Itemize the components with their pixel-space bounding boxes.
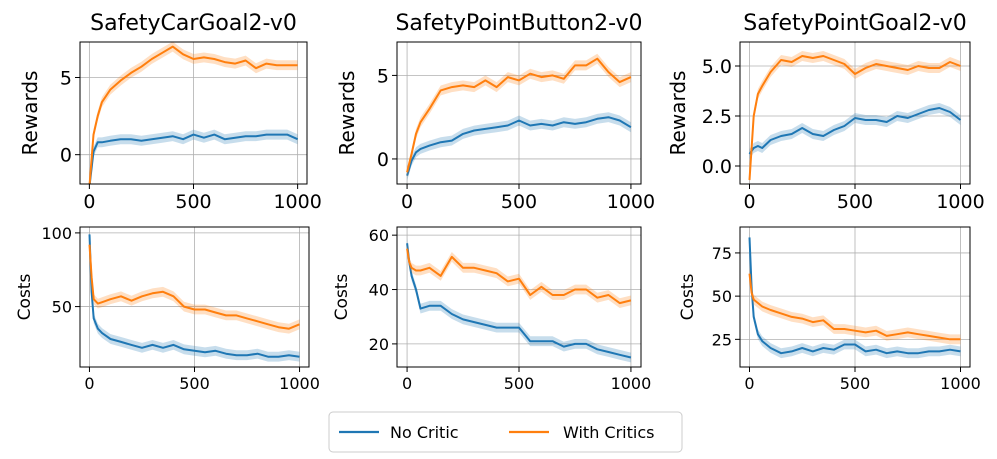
panel-car-rewards: 0 500 1000 0 5 SafetyCarGoal2-v0 Rewards <box>18 11 322 213</box>
y-axis-label: Rewards <box>335 71 359 156</box>
panel-goal-rewards: 0 500 1000 0.0 2.5 5.0 SafetyPointGoal2-v0 Rewa… <box>666 11 985 213</box>
x-tick-label: 1000 <box>936 191 984 213</box>
x-tick-label: 500 <box>179 374 210 393</box>
series-line-with-critics <box>88 45 298 184</box>
series-line-no-critic <box>748 237 961 355</box>
series-line-with-critics <box>748 273 961 341</box>
y-tick-label: 25 <box>712 330 732 349</box>
series-group <box>748 232 961 359</box>
x-tick-label: 1000 <box>273 191 321 213</box>
series-band-no-critic <box>749 232 961 359</box>
x-tick-label: 1000 <box>279 374 320 393</box>
panel-car-costs: 0 500 1000 50 100 Costs <box>15 224 320 393</box>
x-tick-label: 0 <box>83 191 95 213</box>
y-tick-label: 0.0 <box>702 156 732 178</box>
x-tick-label: 0 <box>744 374 754 393</box>
x-tick-label: 0 <box>743 191 755 213</box>
x-tick-label: 1000 <box>607 191 655 213</box>
series-line-no-critic <box>406 116 632 176</box>
y-tick-label: 5 <box>60 68 72 90</box>
legend-box <box>328 411 683 453</box>
y-tick-label: 50 <box>52 298 72 317</box>
legend-label-no-critic: No Critic <box>390 423 459 442</box>
x-tick-label: 0 <box>84 374 94 393</box>
y-tick-label: 75 <box>712 244 732 263</box>
y-axis-label: Costs <box>332 274 352 321</box>
x-tick-label: 1000 <box>611 374 652 393</box>
series-group <box>406 53 632 181</box>
series-band-no-critic <box>89 129 298 184</box>
series-group <box>88 42 299 184</box>
y-axis-label: Rewards <box>18 71 42 156</box>
y-tick-label: 40 <box>369 281 389 300</box>
y-tick-label: 60 <box>369 226 389 245</box>
legend-label-with-critics: With Critics <box>563 423 654 442</box>
panel-title: SafetyCarGoal2-v0 <box>90 11 297 36</box>
y-axis-label: Costs <box>15 274 35 321</box>
y-axis-label: Costs <box>678 274 698 321</box>
legend: No Critic With Critics <box>328 411 683 453</box>
series-band-with-critics <box>407 243 631 308</box>
series-group <box>88 229 300 362</box>
series-band-no-critic <box>407 112 631 181</box>
panel-title: SafetyPointGoal2-v0 <box>743 11 966 36</box>
series-line-no-critic <box>88 133 299 184</box>
y-tick-label: 100 <box>41 224 72 243</box>
series-group <box>406 238 632 363</box>
series-band-with-critics <box>749 51 961 184</box>
y-tick-label: 5 <box>377 65 389 87</box>
y-tick-label: 0 <box>60 145 72 167</box>
x-tick-label: 500 <box>840 374 871 393</box>
series-band-no-critic <box>407 238 631 363</box>
x-tick-label: 0 <box>401 191 413 213</box>
panel-button-costs: 0 500 1000 20 40 60 Costs <box>332 226 651 393</box>
x-tick-label: 0 <box>402 374 412 393</box>
x-tick-label: 500 <box>501 191 537 213</box>
panel-title: SafetyPointButton2-v0 <box>395 11 642 36</box>
series-line-no-critic <box>748 107 962 155</box>
y-tick-label: 5.0 <box>702 56 732 78</box>
series-line-no-critic <box>88 234 300 358</box>
y-tick-label: 20 <box>369 335 389 354</box>
series-line-with-critics <box>406 57 632 173</box>
x-tick-label: 500 <box>504 374 535 393</box>
y-tick-label: 50 <box>712 287 732 306</box>
panel-goal-costs: 0 500 1000 25 50 75 Costs <box>678 226 981 393</box>
y-axis-label: Rewards <box>666 71 690 156</box>
series-line-with-critics <box>88 244 300 330</box>
x-tick-label: 500 <box>175 191 211 213</box>
series-line-no-critic <box>406 243 632 359</box>
series-line-with-critics <box>748 55 961 181</box>
y-tick-label: 0 <box>377 149 389 171</box>
y-tick-label: 2.5 <box>702 106 732 128</box>
series-band-with-critics <box>89 239 300 334</box>
x-tick-label: 500 <box>837 191 873 213</box>
x-tick-label: 1000 <box>940 374 981 393</box>
panel-button-rewards: 0 500 1000 0 5 SafetyPointButton2-v0 Rewards <box>335 11 655 213</box>
series-line-with-critics <box>406 248 632 305</box>
series-group <box>748 51 962 184</box>
